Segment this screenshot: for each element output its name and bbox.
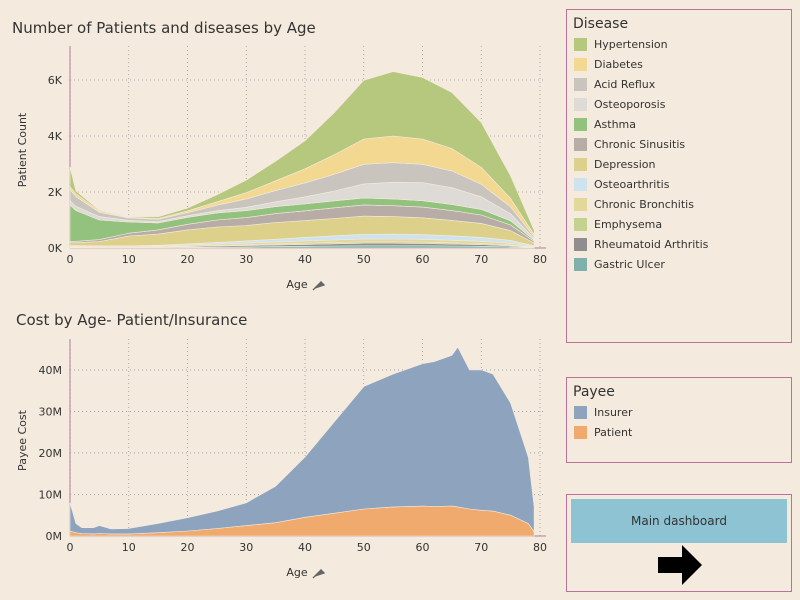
legend-item-emphysema[interactable]: Emphysema <box>574 216 662 232</box>
legend-label: Patient <box>594 425 633 439</box>
y-tick-label: 0K <box>48 242 63 255</box>
x-tick-label: 70 <box>474 253 488 266</box>
legend-label: Asthma <box>594 117 636 131</box>
legend-label: Insurer <box>594 405 633 419</box>
legend-swatch <box>574 425 587 439</box>
cost-area-chart: 0 10 20 30 40 50 60 70 80 0M 10M 20M 30M 40M Age Payee … <box>16 339 547 579</box>
disease-legend-title: Disease <box>573 16 629 32</box>
legend-swatch <box>574 257 587 271</box>
x-tick-label: 50 <box>357 541 371 554</box>
x-tick-label: 50 <box>357 253 371 266</box>
legend-item-osteoporosis[interactable]: Osteoporosis <box>574 96 665 112</box>
legend-swatch <box>574 117 587 131</box>
legend-swatch <box>574 197 587 211</box>
x-tick-label: 60 <box>416 253 430 266</box>
legend-item-insurer[interactable]: Insurer <box>574 404 633 420</box>
legend-label: Osteoporosis <box>594 97 666 111</box>
x-tick-label: 0 <box>67 253 74 266</box>
legend-label: Hypertension <box>594 37 668 51</box>
chart-title-cost: Cost by Age- Patient/Insurance <box>16 311 248 329</box>
y-tick-label: 6K <box>48 74 63 87</box>
legend-item-acid-reflux[interactable]: Acid Reflux <box>574 76 655 92</box>
x-tick-label: 30 <box>239 541 253 554</box>
y-tick-label: 10M <box>39 488 63 501</box>
legend-label: Emphysema <box>594 217 663 231</box>
x-tick-label: 10 <box>122 253 136 266</box>
x-tick-label: 70 <box>474 541 488 554</box>
legend-swatch <box>574 157 587 171</box>
x-tick-label: 60 <box>416 541 430 554</box>
legend-item-chronic-sinusitis[interactable]: Chronic Sinusitis <box>574 136 685 152</box>
x-tick-label: 80 <box>533 253 547 266</box>
x-tick-label: 40 <box>298 541 312 554</box>
series-area-insurer <box>69 346 535 535</box>
chart-title-patients: Number of Patients and diseases by Age <box>12 19 316 37</box>
legend-item-osteoarthritis[interactable]: Osteoarthritis <box>574 176 669 192</box>
navigation-panel: Main dashboard <box>566 494 792 592</box>
y-axis-label: Payee Cost <box>16 409 29 471</box>
legend-item-diabetes[interactable]: Diabetes <box>574 56 643 72</box>
charts-canvas: 0 10 20 30 40 50 60 70 80 0K 2K 4K 6K Age Patient Coun… <box>16 46 547 579</box>
x-tick-label: 30 <box>239 253 253 266</box>
legend-item-rheumatoid-arthritis[interactable]: Rheumatoid Arthritis <box>574 236 708 252</box>
legend-label: Osteoarthritis <box>594 177 670 191</box>
legend-label: Rheumatoid Arthritis <box>594 237 709 251</box>
main-dashboard-button[interactable]: Main dashboard <box>571 499 787 543</box>
legend-item-depression[interactable]: Depression <box>574 156 656 172</box>
y-axis-label: Patient Count <box>16 112 29 187</box>
legend-swatch <box>574 237 587 251</box>
payee-legend: Payee Insurer Patient <box>566 377 792 463</box>
x-axis-label: Age <box>286 566 308 579</box>
x-axis-label: Age <box>286 278 308 291</box>
legend-swatch <box>574 405 587 419</box>
legend-label: Depression <box>594 157 656 171</box>
x-tick-label: 40 <box>298 253 312 266</box>
legend-swatch <box>574 217 587 231</box>
x-tick-label: 20 <box>181 253 195 266</box>
disease-legend: Disease Hypertension Diabetes Acid Reflux O… <box>566 9 792 343</box>
legend-swatch <box>574 37 587 51</box>
legend-label: Diabetes <box>594 57 643 71</box>
x-tick-label: 20 <box>181 541 195 554</box>
arrow-right-icon[interactable] <box>658 545 702 585</box>
legend-label: Gastric Ulcer <box>594 257 665 271</box>
legend-label: Chronic Bronchitis <box>594 197 694 211</box>
legend-swatch <box>574 177 587 191</box>
legend-swatch <box>574 57 587 71</box>
legend-swatch <box>574 137 587 151</box>
x-tick-label: 10 <box>122 541 136 554</box>
pin-icon <box>312 281 326 291</box>
y-tick-label: 0M <box>46 530 63 543</box>
y-tick-label: 30M <box>39 405 63 418</box>
pin-icon <box>312 569 326 579</box>
legend-item-gastric-ulcer[interactable]: Gastric Ulcer <box>574 256 665 272</box>
legend-swatch <box>574 77 587 91</box>
x-tick-label: 0 <box>67 541 74 554</box>
y-tick-label: 4K <box>48 130 63 143</box>
y-tick-label: 40M <box>39 364 63 377</box>
legend-label: Chronic Sinusitis <box>594 137 686 151</box>
patients-area-chart: 0 10 20 30 40 50 60 70 80 0K 2K 4K 6K Age Patient Coun… <box>16 46 547 291</box>
legend-label: Acid Reflux <box>594 77 656 91</box>
legend-item-hypertension[interactable]: Hypertension <box>574 36 668 52</box>
legend-item-asthma[interactable]: Asthma <box>574 116 636 132</box>
y-tick-label: 20M <box>39 447 63 460</box>
legend-swatch <box>574 97 587 111</box>
payee-legend-title: Payee <box>573 384 615 400</box>
series-area-hypertension <box>69 71 535 236</box>
y-tick-label: 2K <box>48 186 63 199</box>
legend-item-chronic-bronchitis[interactable]: Chronic Bronchitis <box>574 196 694 212</box>
legend-item-patient[interactable]: Patient <box>574 424 632 440</box>
x-tick-label: 80 <box>533 541 547 554</box>
